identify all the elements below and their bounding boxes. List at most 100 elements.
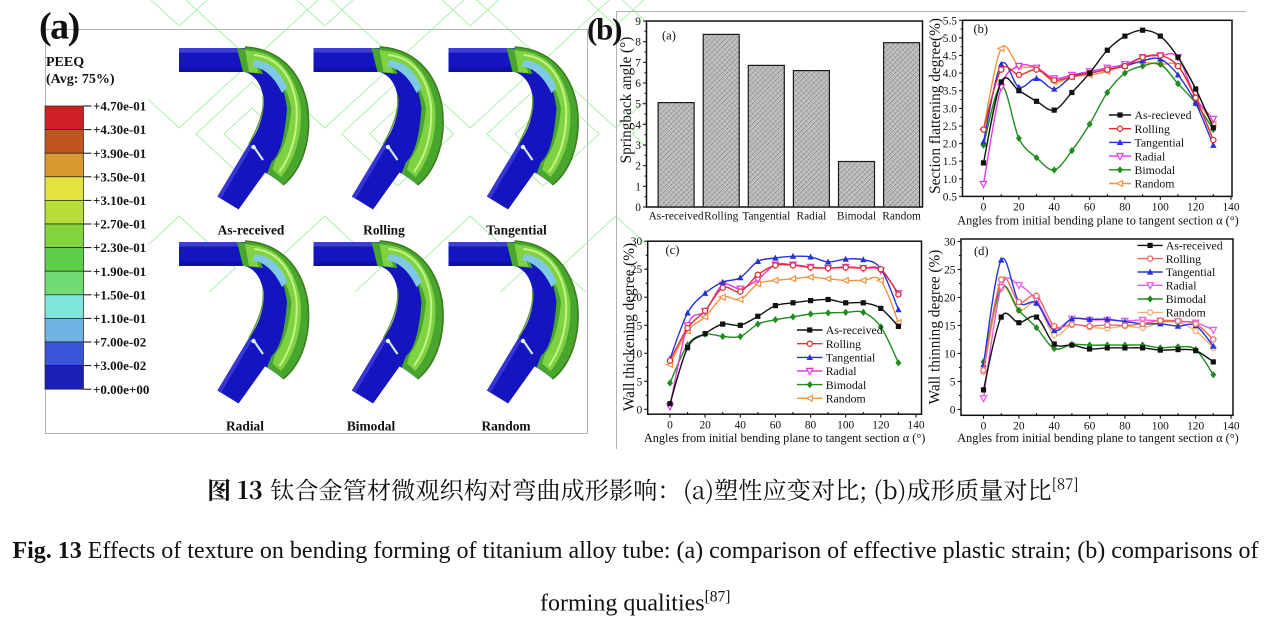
svg-text:+3.50e-01: +3.50e-01 [93,169,146,184]
svg-text:Fig. 13 Effects of texture on: Fig. 13 Effects of texture on bending fo… [12,538,1258,564]
svg-text:60: 60 [1084,421,1096,433]
svg-text:+1.90e-01: +1.90e-01 [93,264,146,279]
svg-text:5: 5 [950,377,956,389]
svg-text:Tangential: Tangential [826,351,876,365]
svg-text:20: 20 [1013,202,1025,214]
svg-text:80: 80 [1119,202,1131,214]
svg-text:120: 120 [1187,421,1204,433]
svg-text:Rolling: Rolling [704,211,738,223]
svg-text:1.0: 1.0 [943,174,958,186]
svg-text:20: 20 [631,292,643,304]
svg-text:2: 2 [635,161,641,173]
svg-text:5: 5 [635,99,641,111]
svg-text:Bimodal: Bimodal [1135,163,1176,177]
svg-text:Rolling: Rolling [826,337,861,351]
svg-text:4.5: 4.5 [943,51,958,63]
svg-text:3: 3 [635,140,641,152]
svg-text:Random: Random [1166,306,1206,320]
svg-text:+4.70e-01: +4.70e-01 [93,99,146,114]
svg-text:Bimodal: Bimodal [347,419,396,434]
svg-text:25: 25 [944,265,956,277]
svg-text:15: 15 [944,321,956,333]
svg-text:(Avg: 75%): (Avg: 75%) [46,72,115,87]
svg-text:8: 8 [635,37,641,49]
svg-text:1: 1 [635,181,641,193]
svg-text:15: 15 [631,320,643,332]
svg-text:+2.30e-01: +2.30e-01 [93,240,146,255]
svg-text:Random: Random [826,392,866,406]
svg-text:+1.10e-01: +1.10e-01 [93,311,146,326]
svg-text:(b): (b) [974,22,989,36]
svg-text:Rolling: Rolling [363,223,405,238]
svg-text:Tangential: Tangential [486,223,547,238]
svg-text:10: 10 [631,348,643,360]
svg-text:Bimodal: Bimodal [1166,292,1207,306]
svg-text:9: 9 [635,16,641,28]
svg-text:40: 40 [1049,202,1061,214]
svg-text:+3.10e-01: +3.10e-01 [93,193,146,208]
svg-text:20: 20 [1013,421,1025,433]
svg-text:Radial: Radial [1166,279,1198,293]
svg-text:20: 20 [699,419,711,431]
svg-text:Rolling: Rolling [1135,122,1170,136]
svg-text:2.0: 2.0 [943,139,958,151]
svg-text:Radial: Radial [226,419,264,434]
svg-text:4: 4 [635,119,641,131]
svg-text:5.5: 5.5 [943,15,958,27]
svg-text:Angles from initial bending pl: Angles from initial bending plane to tan… [957,213,1238,227]
svg-text:Tangential: Tangential [742,211,790,223]
svg-text:As-received: As-received [1166,239,1223,253]
svg-text:30: 30 [631,236,643,248]
svg-text:(d): (d) [974,244,989,258]
svg-text:80: 80 [805,419,817,431]
svg-text:5: 5 [636,376,642,388]
svg-text:Random: Random [481,419,530,434]
svg-text:(a): (a) [39,6,79,48]
svg-text:Section flattening degree(%): Section flattening degree(%) [927,18,944,194]
svg-text:0: 0 [636,404,642,416]
svg-text:25: 25 [631,264,643,276]
svg-text:80: 80 [1119,421,1131,433]
svg-text:Bimodal: Bimodal [837,211,876,223]
svg-text:Radial: Radial [797,211,827,223]
svg-text:140: 140 [1222,421,1239,433]
svg-text:+2.70e-01: +2.70e-01 [93,217,146,232]
svg-text:0: 0 [635,202,641,214]
svg-text:6: 6 [635,78,641,90]
svg-text:100: 100 [837,419,854,431]
svg-text:7: 7 [635,57,641,69]
svg-text:+4.30e-01: +4.30e-01 [93,122,146,137]
svg-text:+0.00e+00: +0.00e+00 [93,382,149,397]
svg-text:4.0: 4.0 [943,68,958,80]
svg-text:100: 100 [1152,421,1169,433]
svg-text:0: 0 [950,405,956,417]
svg-text:Angles from initial bending pl: Angles from initial bending plane to tan… [957,431,1238,445]
svg-text:0: 0 [981,421,987,433]
svg-text:Wall thinning degree (%): Wall thinning degree (%) [927,250,944,405]
svg-text:1.5: 1.5 [943,156,958,168]
svg-text:140: 140 [907,419,924,431]
svg-text:+7.00e-02: +7.00e-02 [93,335,146,350]
svg-text:Tangential: Tangential [1135,136,1185,150]
svg-text:3.0: 3.0 [943,103,958,115]
svg-text:(a): (a) [662,29,676,43]
svg-text:30: 30 [944,237,956,249]
svg-text:Bimodal: Bimodal [826,378,867,392]
svg-text:10: 10 [944,349,956,361]
svg-text:forming qualities[87]: forming qualities[87] [540,589,730,617]
svg-text:Springback angle (°): Springback angle (°) [618,37,635,164]
svg-text:120: 120 [1187,202,1204,214]
svg-text:140: 140 [1222,202,1239,214]
svg-text:40: 40 [1049,421,1061,433]
svg-text:Random: Random [882,211,921,223]
svg-text:60: 60 [770,419,782,431]
svg-text:As-received: As-received [826,323,883,337]
svg-text:5.0: 5.0 [943,33,958,45]
svg-text:120: 120 [872,419,889,431]
svg-text:0: 0 [667,419,673,431]
svg-text:Random: Random [1135,177,1175,191]
svg-text:Angles from initial bending pl: Angles from initial bending plane to tan… [644,431,925,445]
svg-text:+3.90e-01: +3.90e-01 [93,146,146,161]
svg-text:Radial: Radial [826,364,858,378]
svg-text:Tangential: Tangential [1166,265,1216,279]
